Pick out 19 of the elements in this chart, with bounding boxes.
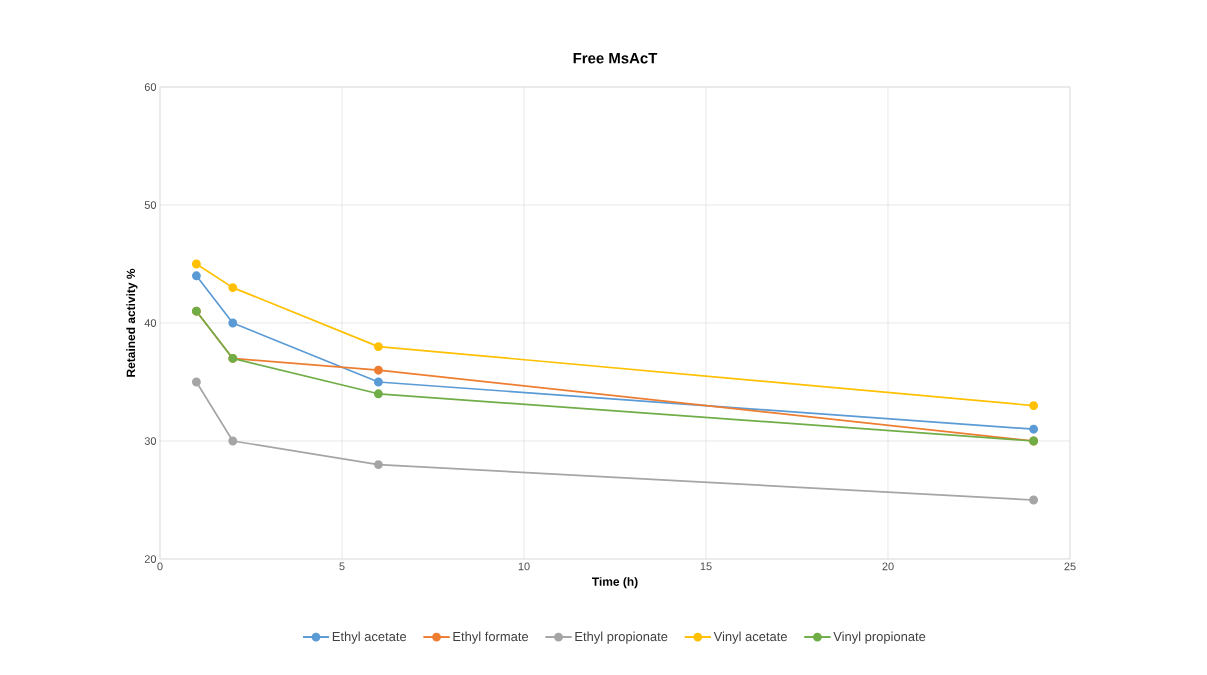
x-tick-label: 25 [1064,562,1076,571]
y-tick-label: 60 [144,83,157,91]
x-tick-label: 20 [882,562,894,571]
y-tick-label: 40 [144,319,157,327]
legend-label: Ethyl formate [453,631,529,644]
chart-title: Free MsAcT [573,53,658,64]
x-axis-title: Time (h) [592,577,638,589]
x-tick-label: 15 [700,562,712,571]
x-tick-label: 10 [518,562,530,571]
legend-label: Ethyl propionate [575,631,668,644]
legend-label: Vinyl acetate [713,631,787,644]
y-tick-label: 50 [144,201,157,209]
y-tick-label: 30 [144,437,157,445]
x-tick-label: 0 [157,562,163,571]
legend-label: Ethyl acetate [332,631,407,644]
y-tick-label: 20 [144,555,157,563]
x-tick-label: 5 [339,562,345,571]
legend-label: Vinyl propionate [833,631,926,644]
y-axis-title: Retained activity % [126,268,138,377]
